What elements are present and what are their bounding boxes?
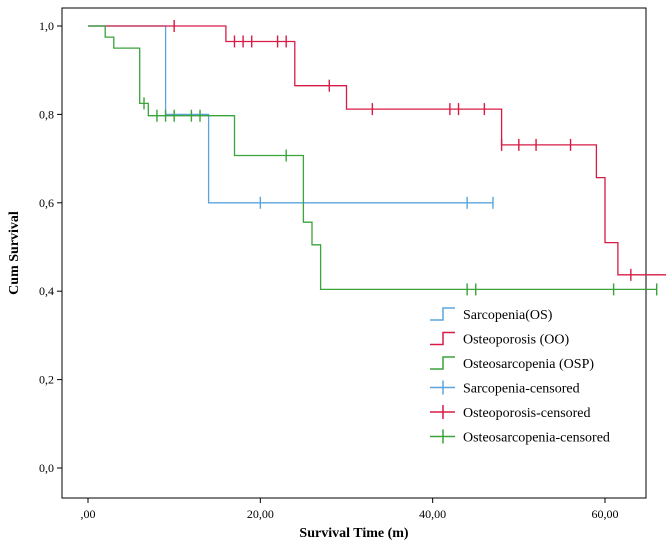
survival-curves (88, 25, 666, 291)
legend-label: Osteosarcopenia (OSP) (463, 357, 594, 372)
y-tick-label: 0,6 (39, 196, 54, 210)
y-tick-label: 1,0 (39, 19, 54, 33)
y-tick-label: 0,4 (39, 284, 54, 298)
censor-marks (143, 20, 658, 296)
legend-label: Osteosarcopenia-censored (463, 431, 610, 446)
y-tick-label: 0,2 (39, 373, 54, 387)
legend-label: Osteoporosis (OO) (463, 333, 569, 348)
plot-area-frame (61, 7, 647, 499)
legend-swatch-line (430, 356, 455, 370)
legend-label: Osteoporosis-censored (463, 406, 591, 421)
y-axis-title: Cum Survival (7, 211, 22, 295)
x-tick-label: 60,00 (592, 507, 619, 521)
y-tick-label: 0,0 (39, 461, 54, 475)
legend-swatch-line (430, 307, 455, 321)
series-line-1 (88, 25, 666, 276)
axes: 0,00,20,40,60,81,0,0020,0040,0060,0080,0… (39, 19, 619, 521)
x-tick-label: 20,00 (247, 507, 274, 521)
series-line-2 (88, 25, 657, 291)
legend-label: Sarcopenia(OS) (463, 308, 553, 323)
x-tick-label: ,00 (81, 507, 96, 521)
legend-swatch-line (430, 331, 455, 346)
y-tick-label: 0,8 (39, 107, 54, 121)
legend: Sarcopenia(OS) Osteoporosis (OO) Osteosarc… (430, 307, 610, 446)
legend-label: Sarcopenia-censored (463, 382, 580, 397)
x-tick-label: 40,00 (419, 507, 446, 521)
x-axis-title: Survival Time (m) (299, 526, 408, 541)
